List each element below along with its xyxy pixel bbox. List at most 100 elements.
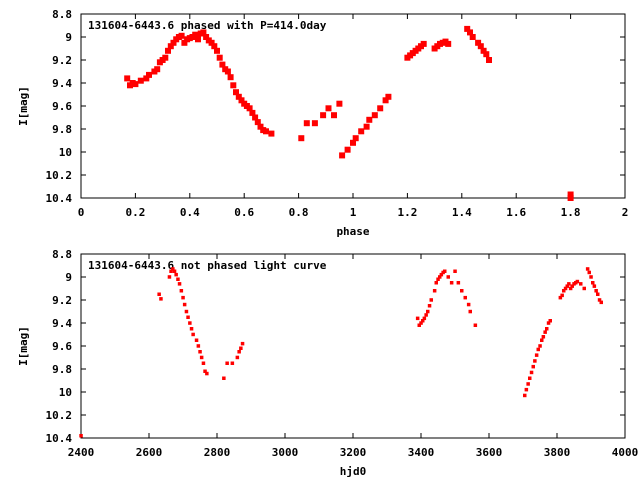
y-tick-label: 10.4 <box>46 192 73 205</box>
data-point <box>216 54 223 61</box>
data-point <box>200 29 207 36</box>
data-point <box>436 277 440 281</box>
data-point <box>172 269 177 273</box>
data-point <box>469 34 476 40</box>
data-point <box>591 281 595 285</box>
data-points <box>79 267 603 438</box>
data-point <box>240 341 245 346</box>
data-point <box>596 292 600 296</box>
data-point <box>181 295 185 300</box>
data-point <box>570 284 574 288</box>
data-point <box>466 302 471 307</box>
data-point <box>222 376 226 380</box>
data-point <box>352 135 359 142</box>
data-point <box>424 313 428 317</box>
data-point <box>214 47 220 54</box>
data-point <box>558 295 563 300</box>
y-tick-label: 8.8 <box>52 8 72 21</box>
data-point <box>311 120 318 127</box>
data-point <box>320 112 327 119</box>
data-point <box>422 316 427 321</box>
data-point <box>184 309 189 314</box>
x-tick-label: 1.6 <box>506 206 526 219</box>
data-point <box>344 146 351 153</box>
data-point <box>208 39 215 46</box>
data-point <box>546 321 551 325</box>
data-point <box>562 289 566 293</box>
x-tick-label: 1.4 <box>452 206 472 219</box>
data-point <box>124 75 131 82</box>
data-point <box>225 361 229 365</box>
x-tick-label: 3800 <box>544 446 571 459</box>
x-tick-label: 2800 <box>204 446 231 459</box>
data-point <box>597 298 602 302</box>
data-point <box>191 332 195 337</box>
data-point <box>224 68 231 75</box>
data-point <box>303 120 310 127</box>
data-point <box>453 269 457 273</box>
data-point <box>438 275 442 279</box>
plot-frame <box>80 253 626 439</box>
data-point <box>473 323 478 327</box>
data-point <box>230 82 237 89</box>
data-point <box>239 346 243 350</box>
data-point <box>132 81 139 88</box>
data-point <box>233 89 239 96</box>
data-point <box>167 43 174 50</box>
data-point <box>371 112 378 119</box>
data-point <box>205 371 209 376</box>
data-points <box>124 25 574 201</box>
data-point <box>377 105 384 112</box>
data-point <box>540 338 544 342</box>
data-point <box>167 275 172 279</box>
x-tick-label: 0.6 <box>234 206 254 219</box>
data-point <box>182 302 187 307</box>
data-point <box>257 123 264 130</box>
data-point <box>419 321 423 325</box>
data-point <box>358 128 365 135</box>
x-tick-label: 2 <box>622 206 629 219</box>
x-tick-label: 4000 <box>612 446 639 459</box>
data-point <box>325 105 332 112</box>
x-tick-label: 0 <box>78 206 85 219</box>
data-point <box>529 370 534 375</box>
data-point <box>235 93 242 100</box>
x-tick-label: 2400 <box>68 446 95 459</box>
y-tick-label: 9.6 <box>52 100 72 113</box>
x-tick-label: 1 <box>350 206 357 219</box>
data-point <box>238 97 245 104</box>
data-point <box>545 327 549 331</box>
data-point <box>171 267 175 271</box>
y-tick-label: 9.4 <box>52 77 72 90</box>
data-point <box>563 286 568 291</box>
data-point <box>533 359 537 363</box>
data-point <box>230 361 235 365</box>
chart-title: 131604-6443.6 phased with P=414.0day <box>88 19 327 32</box>
data-point <box>174 272 178 277</box>
data-point <box>143 75 150 82</box>
data-point <box>331 112 337 119</box>
y-tick-label: 10.2 <box>46 409 73 422</box>
y-tick-label: 10.4 <box>46 432 73 445</box>
data-point <box>560 293 564 298</box>
x-axis-label: hjd0 <box>340 465 367 478</box>
data-point <box>194 338 199 342</box>
y-tick-label: 9.8 <box>52 123 72 136</box>
data-point <box>196 344 201 348</box>
data-point <box>534 353 539 357</box>
y-tick-label: 8.8 <box>52 248 72 261</box>
data-point <box>592 284 597 288</box>
data-point <box>177 282 182 286</box>
data-point <box>382 97 389 104</box>
data-point <box>594 289 598 293</box>
data-point <box>523 393 527 398</box>
chart-panel-1: 8.8 9 9.2 9.4 9.6 9.8 10 10.2 10.4 0 0.2 0.4 0.6 0.8 1… <box>17 8 628 238</box>
data-point <box>421 319 425 323</box>
data-point <box>585 267 590 271</box>
data-point <box>467 29 473 36</box>
data-point <box>483 51 490 58</box>
x-tick-label: 3400 <box>408 446 435 459</box>
data-point <box>188 321 192 325</box>
data-point <box>336 100 343 107</box>
